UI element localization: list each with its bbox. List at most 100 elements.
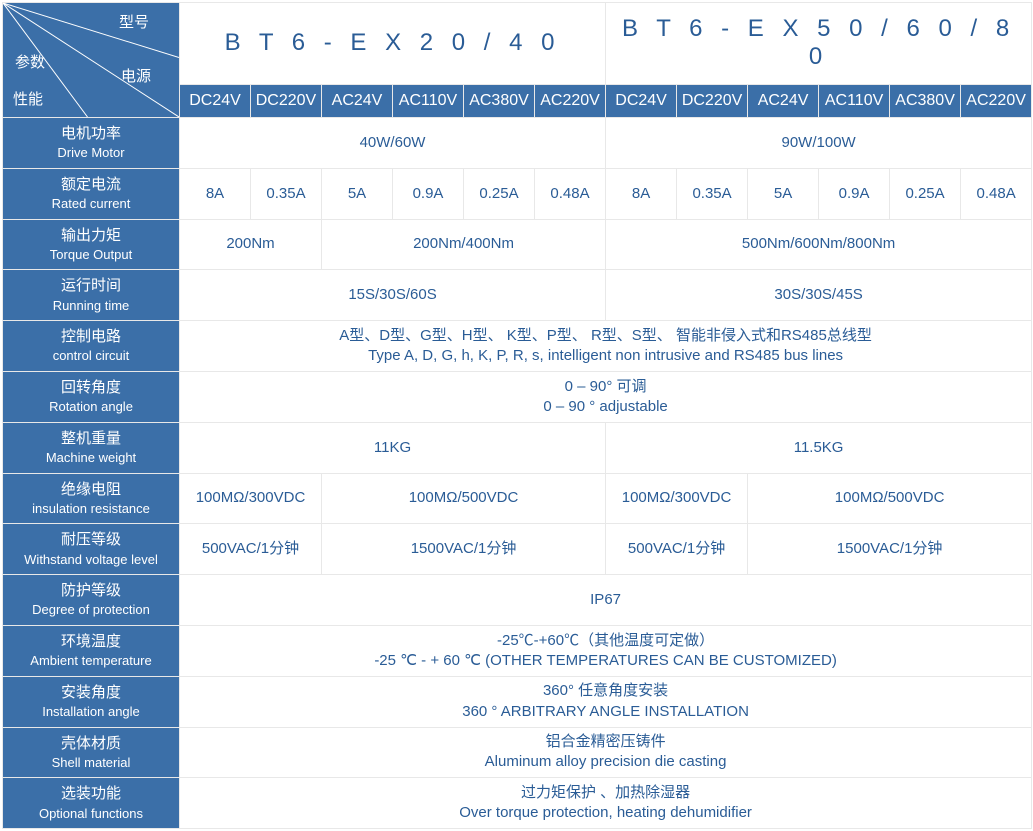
power-col-3: AC110V (393, 84, 464, 117)
data-cell: 0.35A (251, 168, 322, 219)
row-label-cn: 环境温度 (7, 632, 175, 652)
data-cell: 40W/60W (180, 118, 606, 169)
table-row: 耐压等级Withstand voltage level500VAC/1分钟 150… (3, 524, 1032, 575)
data-cell: 0.25A (890, 168, 961, 219)
table-row: 回转角度Rotation angle0 – 90° 可调0 – 90 ° adj… (3, 371, 1032, 422)
row-label-en: Installation angle (7, 703, 175, 721)
data-cell-line1: 11.5KG (609, 438, 1028, 458)
data-cell-line1: 100MΩ/500VDC (751, 488, 1028, 508)
row-label-en: Degree of protection (7, 601, 175, 619)
data-cell: 100MΩ/300VDC (180, 473, 322, 524)
data-cell-line1: 500VAC/1分钟 (183, 539, 318, 559)
data-cell-line1: 0.48A (964, 184, 1028, 204)
row-label-en: Running time (7, 297, 175, 315)
data-cell: 11.5KG (606, 422, 1032, 473)
data-cell: 100MΩ/500VDC (322, 473, 606, 524)
diag-label-power: 电源 (121, 65, 151, 86)
data-cell-line2: -25 ℃ - + 60 ℃ (OTHER TEMPERATURES CAN B… (183, 651, 1028, 671)
diag-label-param: 参数 (15, 51, 45, 72)
power-col-0: DC24V (180, 84, 251, 117)
header-row-models: 型号 参数 电源 性能 B T 6 - E X 2 0 / 4 0 B T 6 … (3, 3, 1032, 85)
power-col-7: DC220V (677, 84, 748, 117)
table-row: 选装功能Optional functions过力矩保护 、加热除湿器Over t… (3, 778, 1032, 829)
model-header-0: B T 6 - E X 2 0 / 4 0 (180, 3, 606, 85)
table-row: 输出力矩Torque Output200Nm200Nm/400Nm500Nm/6… (3, 219, 1032, 270)
row-label-cn: 壳体材质 (7, 734, 175, 754)
row-label-cn: 防护等级 (7, 581, 175, 601)
data-cell: 1500VAC/1分钟 (748, 524, 1032, 575)
data-cell-line1: 100MΩ/300VDC (609, 488, 744, 508)
row-label: 输出力矩Torque Output (3, 219, 180, 270)
row-label-cn: 输出力矩 (7, 226, 175, 246)
row-label-en: control circuit (7, 347, 175, 365)
row-label: 回转角度Rotation angle (3, 371, 180, 422)
power-col-8: AC24V (748, 84, 819, 117)
data-cell: 0.9A (393, 168, 464, 219)
power-col-2: AC24V (322, 84, 393, 117)
data-cell-line1: 100MΩ/500VDC (325, 488, 602, 508)
row-label: 安装角度Installation angle (3, 676, 180, 727)
data-cell: 0.9A (819, 168, 890, 219)
diagonal-header: 型号 参数 电源 性能 (3, 3, 180, 118)
row-label: 控制电路control circuit (3, 321, 180, 372)
model-header-1: B T 6 - E X 5 0 / 6 0 / 8 0 (606, 3, 1032, 85)
data-cell-line1: 200Nm (183, 234, 318, 254)
power-col-4: AC380V (464, 84, 535, 117)
data-cell: 200Nm (180, 219, 322, 270)
row-label: 耐压等级Withstand voltage level (3, 524, 180, 575)
data-cell-line1: 0.35A (254, 184, 318, 204)
power-col-5: AC220V (535, 84, 606, 117)
table-row: 安装角度Installation angle360° 任意角度安装360 ° A… (3, 676, 1032, 727)
row-label-cn: 运行时间 (7, 276, 175, 296)
data-cell-line1: 30S/30S/45S (609, 285, 1028, 305)
data-cell-line1: 0 – 90° 可调 (183, 377, 1028, 397)
data-cell-line1: 铝合金精密压铸件 (183, 732, 1028, 752)
data-cell-line1: 11KG (183, 438, 602, 458)
data-cell-line1: 8A (183, 184, 247, 204)
row-label-en: Drive Motor (7, 144, 175, 162)
row-label: 电机功率Drive Motor (3, 118, 180, 169)
data-cell-line1: 0.25A (467, 184, 531, 204)
data-cell-line1: 15S/30S/60S (183, 285, 602, 305)
data-cell: 5A (748, 168, 819, 219)
data-cell: 0.48A (961, 168, 1032, 219)
power-col-10: AC380V (890, 84, 961, 117)
row-label-en: insulation resistance (7, 500, 175, 518)
data-cell: 8A (606, 168, 677, 219)
data-cell-line2: Type A, D, G, h, K, P, R, s, intelligent… (183, 346, 1028, 366)
row-label-cn: 绝缘电阻 (7, 480, 175, 500)
row-label: 额定电流Rated current (3, 168, 180, 219)
row-label-en: Ambient temperature (7, 652, 175, 670)
row-label-cn: 整机重量 (7, 429, 175, 449)
diag-label-model: 型号 (119, 11, 149, 32)
table-row: 控制电路control circuitA型、D型、G型、H型、 K型、P型、 R… (3, 321, 1032, 372)
data-cell: 100MΩ/300VDC (606, 473, 748, 524)
table-row: 额定电流Rated current8A0.35A5A0.9A0.25A0.48A… (3, 168, 1032, 219)
data-cell: 15S/30S/60S (180, 270, 606, 321)
row-label-en: Torque Output (7, 246, 175, 264)
row-label-cn: 电机功率 (7, 124, 175, 144)
data-cell-line1: 0.9A (822, 184, 886, 204)
row-label-en: Optional functions (7, 805, 175, 823)
table-row: 壳体材质Shell material 铝合金精密压铸件Aluminum alloy… (3, 727, 1032, 778)
data-cell: 500VAC/1分钟 (180, 524, 322, 575)
data-cell: 0 – 90° 可调0 – 90 ° adjustable (180, 371, 1032, 422)
row-label-en: Shell material (7, 754, 175, 772)
data-cell-line2: Aluminum alloy precision die casting (183, 752, 1028, 772)
data-cell-line2: 0 – 90 ° adjustable (183, 397, 1028, 417)
data-cell-line1: 0.48A (538, 184, 602, 204)
data-cell: 5A (322, 168, 393, 219)
row-label-en: Rotation angle (7, 398, 175, 416)
data-cell: 11KG (180, 422, 606, 473)
row-label-en: Withstand voltage level (7, 551, 175, 569)
data-cell: 8A (180, 168, 251, 219)
spec-table: 型号 参数 电源 性能 B T 6 - E X 2 0 / 4 0 B T 6 … (2, 2, 1032, 829)
row-label: 环境温度Ambient temperature (3, 625, 180, 676)
data-cell-line1: IP67 (183, 590, 1028, 610)
data-cell: -25℃-+60℃（其他温度可定做）-25 ℃ - + 60 ℃ (OTHER … (180, 625, 1032, 676)
data-cell: 360° 任意角度安装360 ° ARBITRARY ANGLE INSTALL… (180, 676, 1032, 727)
data-cell: 30S/30S/45S (606, 270, 1032, 321)
power-col-6: DC24V (606, 84, 677, 117)
table-row: 运行时间Running time 15S/30S/60S 30S/30S/45S (3, 270, 1032, 321)
row-label-en: Rated current (7, 195, 175, 213)
